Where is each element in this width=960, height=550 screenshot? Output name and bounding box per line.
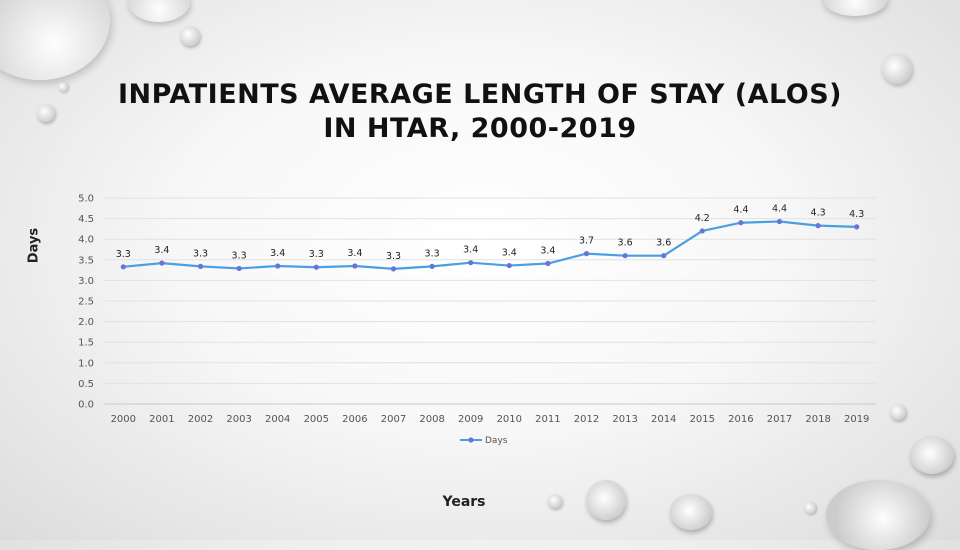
data-label: 3.3 — [116, 249, 131, 260]
data-point — [197, 263, 204, 269]
x-tick-label: 2013 — [612, 414, 637, 425]
x-tick-label: 2011 — [535, 414, 560, 425]
y-tick-label: 0.5 — [78, 379, 94, 390]
data-point — [661, 253, 667, 259]
data-label: 3.3 — [232, 250, 247, 261]
x-tick-label: 2010 — [497, 414, 522, 425]
x-tick-label: 2012 — [574, 414, 599, 425]
x-tick-label: 2001 — [149, 414, 174, 425]
data-label: 3.3 — [386, 251, 401, 262]
data-point — [120, 264, 126, 270]
data-point — [699, 228, 705, 234]
data-labels: 3.3 3.4 3.3 3.3 3.4 3.3 3.4 3.3 3.3 3.4 3.4 3.4 3.7 3… — [116, 203, 865, 261]
x-tick-label: 2019 — [844, 414, 869, 425]
data-label: 4.2 — [695, 213, 710, 224]
series-days — [120, 218, 860, 272]
chart-title: INPATIENTS AVERAGE LENGTH OF STAY (ALOS)… — [0, 78, 960, 146]
x-tick-label: 2017 — [767, 414, 792, 425]
data-label: 3.4 — [463, 245, 478, 256]
data-point — [275, 263, 281, 269]
data-label: 3.3 — [193, 248, 208, 259]
y-tick-label: 2.5 — [78, 297, 94, 308]
data-label: 3.4 — [502, 248, 517, 259]
data-point — [390, 266, 397, 272]
data-label: 3.4 — [270, 248, 285, 259]
series-line — [123, 220, 857, 270]
x-tick-label: 2005 — [304, 414, 329, 425]
x-tick-label: 2008 — [419, 414, 444, 425]
data-label: 3.7 — [579, 236, 594, 247]
data-label: 4.4 — [772, 203, 787, 214]
y-tick-label: 1.0 — [78, 358, 94, 369]
x-tick-label: 2006 — [342, 414, 367, 425]
data-point — [313, 264, 319, 270]
x-tick-label: 2004 — [265, 414, 290, 425]
data-label: 3.4 — [347, 248, 362, 259]
y-tick-labels: 0.0 0.5 1.0 1.5 2.0 2.5 3.0 3.5 4.0 4.5 5.0 — [78, 194, 94, 411]
x-tick-label: 2003 — [226, 414, 251, 425]
data-point — [776, 218, 783, 225]
y-tick-label: 5.0 — [78, 194, 94, 205]
data-label: 3.6 — [618, 238, 633, 249]
x-tick-label: 2015 — [690, 414, 715, 425]
x-tick-label: 2002 — [188, 414, 213, 425]
y-tick-label: 4.5 — [78, 214, 94, 225]
x-tick-label: 2007 — [381, 414, 406, 425]
data-point — [159, 260, 165, 266]
y-tick-label: 3.0 — [78, 276, 94, 287]
data-label: 3.4 — [540, 246, 555, 257]
data-label: 3.6 — [656, 238, 671, 249]
chart-title-line-2: IN HTAR, 2000-2019 — [323, 113, 637, 144]
y-tick-label: 1.5 — [78, 338, 94, 349]
x-tick-labels: 2000 2001 2002 2003 2004 2005 2006 2007 2008 2009… — [111, 414, 870, 425]
legend-label: Days — [485, 436, 508, 446]
data-point — [622, 253, 628, 259]
x-tick-label: 2000 — [111, 414, 136, 425]
x-tick-label: 2016 — [728, 414, 753, 425]
data-point — [429, 263, 435, 269]
data-point — [236, 265, 242, 272]
gridlines — [104, 197, 876, 405]
data-point — [468, 260, 474, 266]
data-label: 4.4 — [733, 205, 748, 216]
data-point — [854, 224, 860, 230]
data-label: 3.3 — [425, 248, 440, 259]
x-axis-label: Years — [442, 494, 486, 510]
x-tick-label: 2009 — [458, 414, 483, 425]
data-point — [352, 263, 358, 269]
chart-title-line-1: INPATIENTS AVERAGE LENGTH OF STAY (ALOS) — [117, 79, 842, 110]
data-point — [738, 220, 744, 226]
y-tick-label: 4.0 — [78, 235, 94, 246]
data-label: 4.3 — [811, 208, 826, 219]
legend-marker — [468, 437, 474, 443]
data-point — [506, 262, 512, 269]
data-label: 4.3 — [849, 209, 864, 220]
data-point — [583, 251, 590, 257]
data-point — [815, 223, 821, 229]
data-label: 3.3 — [309, 249, 324, 260]
y-tick-label: 2.0 — [78, 317, 94, 328]
y-tick-label: 0.0 — [78, 400, 94, 411]
x-tick-label: 2014 — [651, 414, 676, 425]
legend: Days — [460, 436, 508, 446]
y-tick-label: 3.5 — [78, 255, 94, 266]
data-label: 3.4 — [154, 245, 169, 256]
x-tick-label: 2018 — [805, 414, 830, 425]
data-point — [545, 260, 551, 267]
